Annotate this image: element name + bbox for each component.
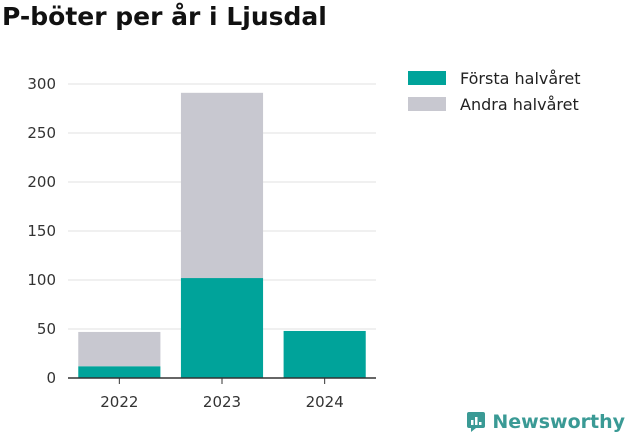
y-tick-label: 200	[27, 173, 56, 191]
legend-swatch-andra	[408, 97, 446, 111]
x-tick-label: 2023	[203, 393, 241, 411]
legend: Första halvåret Andra halvåret	[408, 68, 581, 120]
brand-logo: Newsworthy	[465, 411, 625, 433]
axes: 0 50 100 150 200 250 300 2022 2023 2024	[27, 75, 376, 411]
legend-label-forsta: Första halvåret	[460, 68, 581, 88]
newsworthy-chart-bubble-icon	[467, 412, 486, 432]
legend-label-andra: Andra halvåret	[460, 94, 579, 114]
bar-segment-andra-2022	[78, 331, 161, 367]
bar-segment-forsta-2023	[180, 278, 264, 378]
y-tick-label: 150	[27, 222, 56, 240]
y-tick-label: 250	[27, 124, 56, 142]
legend-item-forsta: Första halvåret	[408, 68, 581, 88]
bar-segment-forsta-2022	[78, 366, 161, 378]
legend-item-andra: Andra halvåret	[408, 94, 581, 114]
bar-segment-andra-2023	[180, 92, 264, 279]
y-tick-label: 300	[27, 75, 56, 93]
chart-title: P-böter per år i Ljusdal	[2, 2, 327, 31]
x-tick-label: 2024	[306, 393, 344, 411]
y-tick-label: 0	[46, 369, 56, 387]
bar-segment-forsta-2024	[283, 330, 366, 378]
bars	[78, 92, 366, 378]
x-tick-label: 2022	[100, 393, 138, 411]
y-tick-label: 100	[27, 271, 56, 289]
legend-swatch-forsta	[408, 71, 446, 85]
brand-name: Newsworthy	[492, 411, 625, 433]
y-tick-label: 50	[37, 320, 56, 338]
